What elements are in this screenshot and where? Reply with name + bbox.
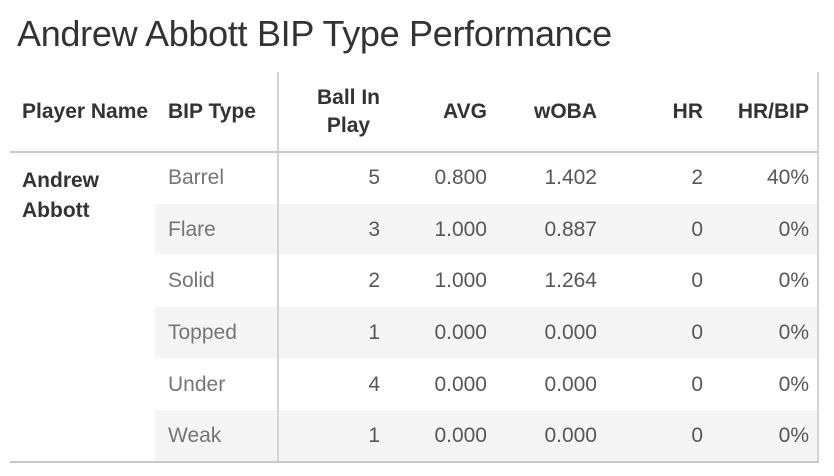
- cell-woba: 1.264: [544, 269, 597, 293]
- column-header-bip-type: BIP Type: [155, 72, 278, 153]
- cell-hr: 0: [609, 410, 715, 464]
- table-row: Solid 2 1.000 1.264 0 0%: [10, 255, 819, 308]
- cell-avg: 0.000: [434, 372, 487, 396]
- cell-avg: 0.800: [434, 166, 487, 190]
- cell-hr: 0: [609, 307, 715, 359]
- column-header-player-name: Player Name: [10, 72, 155, 153]
- cell-woba: 0.000: [544, 372, 597, 396]
- cell-ball-in-play: 1: [277, 307, 392, 359]
- cell-woba: 0.000: [499, 410, 609, 464]
- column-header-avg: AVG: [392, 72, 499, 153]
- cell-hr: 0: [691, 269, 703, 293]
- cell-hr-bip: 0%: [715, 307, 819, 359]
- cell-ball-in-play: 2: [277, 255, 392, 308]
- column-header-hr-bip: HR/BIP: [715, 72, 819, 153]
- cell-bip-type: Flare: [155, 203, 278, 256]
- cell-hr: 0: [609, 203, 715, 256]
- table-row: Andrew Abbott Barrel 5 0.800 1.402 2 40%: [10, 152, 819, 464]
- cell-hr-bip: 40%: [715, 152, 819, 204]
- cell-ball-in-play: 5: [277, 152, 392, 204]
- cell-avg: 0.000: [392, 410, 499, 464]
- table-row: Weak 1 0.000 0.000 0 0%: [10, 410, 819, 464]
- cell-hr-bip: 0%: [715, 410, 819, 464]
- header-row: Player Name BIP Type Ball In Play AVG wO…: [10, 72, 819, 153]
- cell-bip-type: Solid: [168, 269, 215, 293]
- cell-ball-in-play: 3: [277, 203, 392, 256]
- ball-in-play-label: Ball In Play: [316, 85, 380, 137]
- cell-hr-bip: 0%: [715, 358, 819, 411]
- table-row: Under 4 0.000 0.000 0 0%: [10, 358, 819, 411]
- cell-hr: 0: [691, 372, 703, 396]
- cell-bip-type: Under: [168, 372, 226, 396]
- column-header-hr: HR: [609, 72, 715, 153]
- table-row: Topped 1 0.000 0.000 0 0%: [10, 307, 819, 359]
- player-name-cell: Andrew Abbott: [10, 152, 155, 464]
- cell-avg: 1.000: [434, 269, 487, 293]
- cell-avg: 0.000: [392, 307, 499, 359]
- page-title: Andrew Abbott BIP Type Performance: [17, 13, 612, 54]
- cell-woba: 0.887: [499, 203, 609, 256]
- cell-bip-type: Topped: [155, 307, 278, 359]
- table-row: Flare 3 1.000 0.887 0 0%: [10, 203, 819, 256]
- column-header-woba: wOBA: [499, 72, 609, 153]
- cell-hr-bip: 0%: [715, 203, 819, 256]
- cell-ball-in-play: 1: [277, 410, 392, 464]
- cell-hr: 2: [691, 166, 703, 190]
- cell-hr-bip: 0%: [715, 255, 819, 308]
- cell-avg: 1.000: [392, 203, 499, 256]
- cell-woba: 0.000: [499, 307, 609, 359]
- cell-woba: 1.402: [544, 166, 597, 190]
- cell-bip-type: Weak: [155, 410, 278, 464]
- column-header-ball-in-play: Ball In Play: [277, 72, 392, 153]
- cell-ball-in-play: 4: [277, 358, 392, 411]
- cell-bip-type: Barrel: [168, 166, 225, 190]
- bip-performance-table: Player Name BIP Type Ball In Play AVG wO…: [10, 72, 819, 464]
